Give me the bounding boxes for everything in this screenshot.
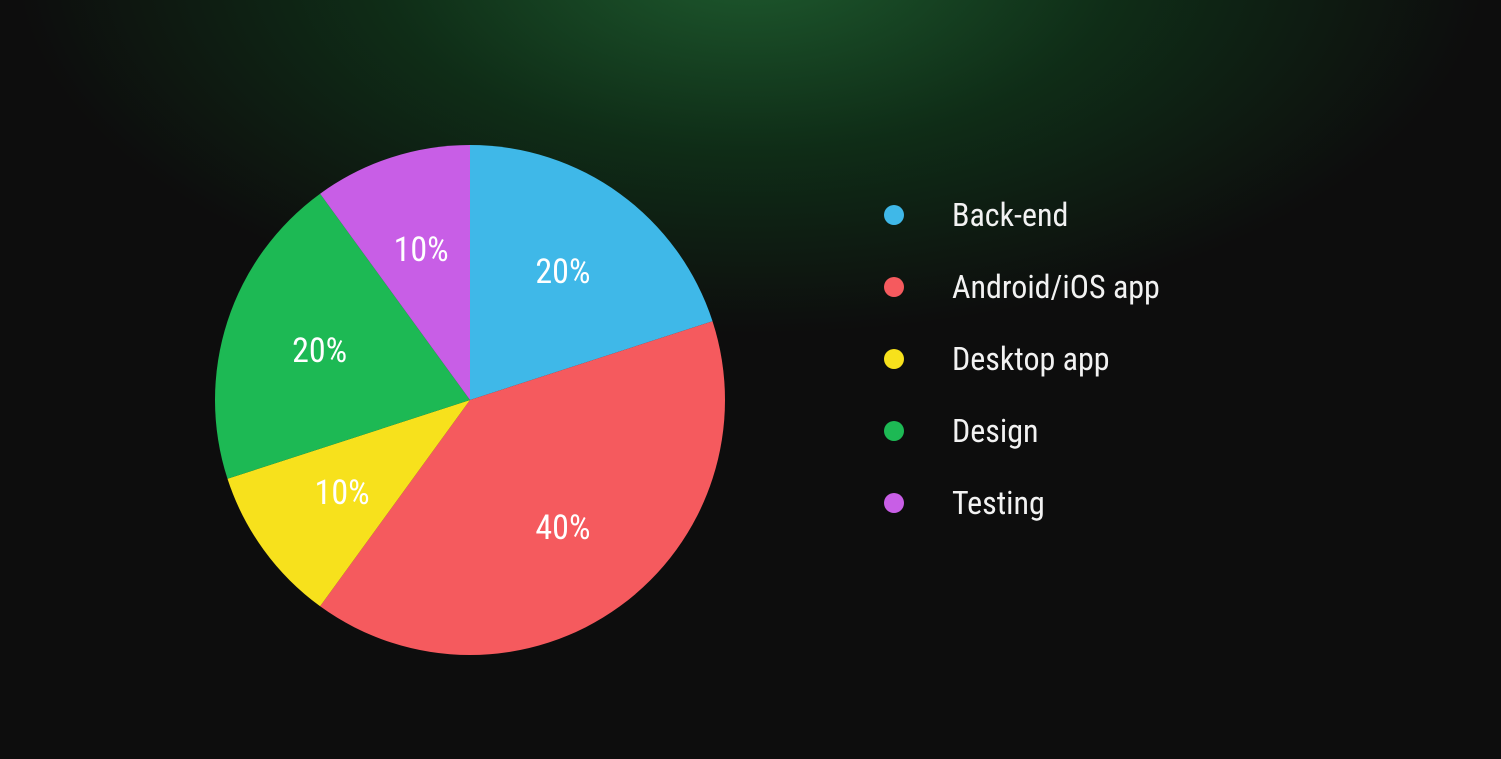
legend-item-back-end: Back-end	[884, 196, 1160, 234]
legend-label-desktop: Desktop app	[952, 340, 1110, 378]
legend-dot-testing	[884, 493, 904, 513]
legend-label-testing: Testing	[952, 484, 1045, 522]
legend-dot-back-end	[884, 205, 904, 225]
legend: Back-end Android/iOS app Desktop app Design…	[884, 196, 1160, 522]
legend-dot-design	[884, 421, 904, 441]
pie-chart	[0, 0, 1501, 759]
legend-item-desktop: Desktop app	[884, 340, 1160, 378]
legend-label-back-end: Back-end	[952, 196, 1068, 234]
legend-item-android-ios: Android/iOS app	[884, 268, 1160, 306]
legend-label-design: Design	[952, 412, 1038, 450]
legend-dot-desktop	[884, 349, 904, 369]
legend-item-testing: Testing	[884, 484, 1160, 522]
legend-item-design: Design	[884, 412, 1160, 450]
legend-label-android-ios: Android/iOS app	[952, 268, 1160, 306]
legend-dot-android-ios	[884, 277, 904, 297]
chart-stage: 20%40%10%20%10% Back-endAndroid/iOS appD…	[0, 0, 1501, 759]
